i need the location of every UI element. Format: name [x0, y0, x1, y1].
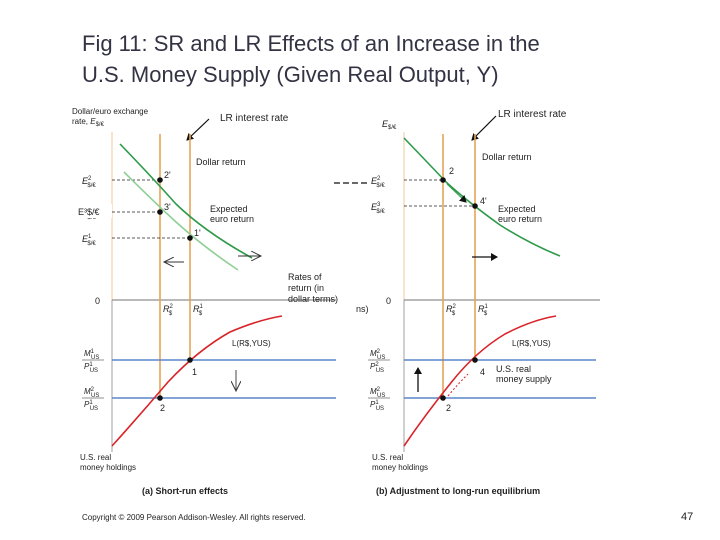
panel-b-lr-arrow	[471, 115, 497, 141]
panel-b-m2b-label: M2 US	[370, 387, 385, 399]
panel-b-dot-2	[440, 177, 446, 183]
panel-b-lr-interest-label: LR interest rate	[498, 109, 567, 120]
slide-title: Fig 11: SR and LR Effects of an Increase…	[82, 28, 702, 90]
panel-a-m2-label: M2 US	[84, 387, 99, 399]
panel-a-rates-label-3: dollar terms)	[288, 294, 338, 304]
panel-a-dot-2	[157, 395, 163, 401]
panel-a-caption: (a) Short-run effects	[142, 486, 228, 496]
panel-a-point-1p: 1'	[194, 228, 201, 238]
title-line-1: Fig 11: SR and LR Effects of an Increase…	[82, 31, 540, 56]
panel-a-expected-label-1: Expected	[210, 204, 248, 214]
panel-b-r2-label: R2 $	[446, 304, 457, 317]
panel-a-e3-annotation: E³$/€	[78, 207, 100, 217]
panel-a-r1-label: R1 $	[193, 304, 204, 317]
page-number: 47	[681, 511, 694, 523]
panel-a-zero: 0	[95, 296, 100, 306]
panel-b-supply-label-2: money supply	[496, 374, 552, 384]
panel-b-expected-label-2: euro return	[498, 214, 542, 224]
panel-b-expected-label-1: Expected	[498, 204, 536, 214]
panel-a-holdings-label-1: U.S. real	[80, 453, 111, 462]
panel-b-point-4p: 4'	[480, 196, 487, 206]
panel-b-cut-label: ns)	[356, 304, 369, 314]
panel-a-ylabel-2: rate, E$/€	[72, 117, 105, 128]
panel-b-caption: (b) Adjustment to long-run equilibrium	[376, 486, 540, 496]
panel-a-ylabel-1: Dollar/euro exchange	[72, 107, 149, 116]
panel-b-supply-label-1: U.S. real	[496, 364, 531, 374]
panel-a: Dollar/euro exchange rate, E$/€ LR inter…	[72, 107, 338, 496]
title-line-2: U.S. Money Supply (Given Real Output, Y)	[82, 62, 499, 87]
panel-a-dot-3p	[157, 209, 163, 215]
panel-b-p2-label: P2 US	[370, 362, 384, 374]
panel-b-point-2-low: 2	[446, 403, 451, 413]
panel-b-e2-label: E2 $/€	[371, 176, 385, 189]
panel-a-point-2: 2	[160, 403, 165, 413]
panel-a-expected-return-curve-new	[119, 143, 253, 259]
panel-b-zero: 0	[386, 296, 391, 306]
panel-b-dot-4	[472, 357, 478, 363]
panel-b-y-label: E$/€	[382, 119, 397, 131]
panel-b-dot-4p	[472, 203, 478, 209]
panel-a-lr-interest-label: LR interest rate	[220, 113, 289, 124]
panel-b-point-4: 4	[480, 367, 485, 377]
panel-a-rates-label-1: Rates of	[288, 272, 322, 282]
panel-a-m1-label: M1 US	[84, 349, 99, 361]
panel-a-dot-1	[187, 357, 193, 363]
panel-a-point-3p: 3'	[164, 202, 171, 212]
panel-b-dollar-return-label: Dollar return	[482, 152, 532, 162]
panel-b-point-2: 2	[449, 166, 454, 176]
panel-b-e3-label: E3 $/€	[371, 202, 385, 215]
panel-a-e1-label: E1 $/€	[82, 234, 96, 247]
panel-b-curve-arrowheads	[447, 373, 469, 397]
panel-a-r2-label: R2 $	[163, 304, 174, 317]
panel-b-adjust-arrow	[446, 183, 467, 203]
panel-a-expected-label-2: euro return	[210, 214, 254, 224]
panel-a-holdings-label-2: money holdings	[80, 463, 136, 472]
panel-a-l-label: L(R$,YUS)	[232, 339, 271, 348]
panel-b-l-label: L(R$,YUS)	[512, 339, 551, 348]
panel-b: LR interest rate E$/€ 2 4' Dollar return…	[334, 109, 600, 496]
panel-a-annotation-backdrop	[76, 204, 112, 218]
panel-a-p1-label: P1 US	[84, 362, 98, 374]
panel-b-dot-2-low	[440, 395, 446, 401]
panel-b-m2-label: M2 US	[370, 349, 385, 361]
panel-a-dollar-return-label: Dollar return	[196, 157, 246, 167]
panel-a-point-1: 1	[192, 367, 197, 377]
panel-b-holdings-label-2: money holdings	[372, 463, 428, 472]
panel-b-holdings-label-1: U.S. real	[372, 453, 403, 462]
panel-a-money-demand-curve	[111, 315, 283, 447]
panel-a-rates-label-2: return (in	[288, 283, 324, 293]
panel-a-expected-return-curve-old	[123, 171, 239, 271]
panel-a-e2-label: E2 $/€	[82, 176, 96, 189]
copyright-notice: Copyright © 2009 Pearson Addison-Wesley.…	[82, 513, 306, 522]
panel-a-p2-label: P1 US	[84, 400, 98, 412]
panel-b-p1-label: P1 US	[370, 400, 384, 412]
panel-b-r1-label: R1 $	[478, 304, 489, 317]
panel-a-point-2p: 2'	[164, 170, 171, 180]
panel-a-dot-2p	[157, 177, 163, 183]
panel-a-dot-1p	[187, 235, 193, 241]
